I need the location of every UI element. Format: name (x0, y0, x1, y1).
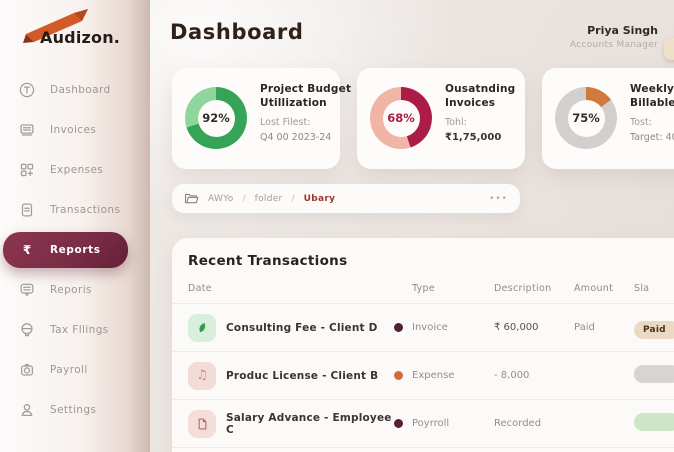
transaction-description: ₹ 60,000 (494, 322, 539, 333)
app-logo: Audizon. (12, 6, 132, 50)
camera-icon (20, 364, 34, 376)
sidebar-item-invoices[interactable]: Invoices (0, 110, 150, 150)
leaf-icon (188, 313, 216, 342)
kpi-subtitle: Tost: (630, 117, 652, 129)
sidebar-item-reporis[interactable]: Reporis (0, 270, 150, 310)
breadcrumb-separator: / (291, 193, 295, 204)
music-note-icon: ♫ (188, 361, 216, 390)
transaction-name: Consulting Fee - Client D (226, 321, 378, 334)
tax-badge-icon (21, 323, 33, 337)
folder-icon (184, 193, 199, 204)
sidebar: Audizon. Dashboard Invoices Expenses (0, 0, 150, 452)
kpi-subtitle: Tohl: (445, 117, 467, 129)
sidebar-item-transactions[interactable]: Transactions (0, 190, 150, 230)
sidebar-item-label: Reporis (50, 284, 92, 296)
table-row[interactable]: Consulting Fee - Client D Invoice ₹ 60,0… (172, 303, 674, 351)
kpi-title: Weekly Bi Billable H (630, 83, 674, 110)
more-options-icon[interactable]: ••• (489, 193, 508, 204)
sidebar-item-label: Tax Fllings (50, 324, 109, 336)
breadcrumb-separator: / (242, 193, 246, 204)
document-icon (21, 203, 33, 217)
user-icon (21, 403, 33, 417)
column-header-amount: Amount (574, 282, 614, 294)
table-row[interactable]: Salary Advance - Employee C Poyrroll Rec… (172, 399, 674, 447)
transaction-name: Produc License - Client B (226, 369, 379, 382)
sidebar-item-label: Expenses (50, 164, 104, 176)
sidebar-menu: Dashboard Invoices Expenses Transactions (0, 70, 150, 430)
transaction-type: Poyrroll (412, 418, 450, 429)
billable-donut-chart: 75% (555, 87, 617, 149)
file-icon (188, 409, 216, 438)
sidebar-item-tax-filings[interactable]: Tax Fllings (0, 310, 150, 350)
breadcrumb-item[interactable]: AWYo (208, 193, 234, 204)
status-badge (634, 412, 674, 431)
transactions-title: Recent Transactions (188, 253, 348, 269)
transaction-name: Salary Advance - Employee C (226, 411, 392, 436)
sidebar-item-reports[interactable]: ₹ Reports (3, 232, 128, 268)
kpi-card-budget: 92% Project Budget Utillization Lost Fil… (172, 68, 351, 169)
page-title: Dashboard (170, 20, 304, 44)
kpi-subtitle: Lost Filest: (260, 117, 311, 129)
kpi-card-invoices: 68% Ousatnding Invoices Tohl: ₹1,75,000 (357, 68, 525, 169)
sidebar-item-label: Invoices (50, 124, 97, 136)
column-header-status: Sla (634, 282, 650, 294)
status-badge (634, 364, 674, 383)
user-info: Priya Singh Accounts Manager (570, 24, 658, 50)
column-header-type: Type (412, 282, 436, 294)
sidebar-item-label: Settings (50, 404, 97, 416)
user-role: Accounts Manager (569, 40, 658, 50)
breadcrumb-item[interactable]: folder (254, 193, 283, 204)
sidebar-item-label: Dashboard (50, 84, 111, 96)
breadcrumb: AWYo / folder / Ubary ••• (172, 184, 520, 213)
sidebar-item-label: Reports (50, 244, 101, 256)
table-row[interactable]: ♫ Produc License - Client B Expense - 8,… (172, 351, 674, 399)
type-dot (394, 323, 403, 332)
gauge-icon (19, 82, 35, 98)
invoice-icon (20, 124, 34, 136)
budget-donut-value: 92% (197, 99, 235, 137)
invoices-donut-chart: 68% (370, 87, 432, 149)
logo-text: Audizon. (40, 28, 121, 47)
sidebar-item-expenses[interactable]: Expenses (0, 150, 150, 190)
table-row-partial (172, 447, 674, 452)
transaction-description: Recorded (494, 418, 542, 429)
sidebar-item-label: Transactions (50, 204, 121, 216)
rupee-icon: ₹ (22, 243, 32, 257)
chat-icon (20, 283, 34, 297)
recent-transactions-card: Recent Transactions Date Type Descriptio… (172, 238, 674, 452)
transaction-description: - 8,000 (494, 370, 530, 381)
status-badge: Paid (634, 320, 674, 339)
expense-icon (20, 163, 34, 177)
avatar[interactable] (664, 38, 674, 60)
sidebar-item-payroll[interactable]: Payroll (0, 350, 150, 390)
kpi-value: ₹1,75,000 (445, 132, 502, 144)
user-name: Priya Singh (587, 24, 658, 37)
column-header-date: Date (188, 282, 212, 294)
kpi-value: Target: 40 H (630, 132, 674, 144)
sidebar-item-settings[interactable]: Settings (0, 390, 150, 430)
kpi-value: Q4 00 2023-24 (260, 132, 332, 144)
kpi-title: Project Budget Utillization (260, 83, 352, 110)
sidebar-item-dashboard[interactable]: Dashboard (0, 70, 150, 110)
type-dot (394, 419, 403, 428)
breadcrumb-item-current[interactable]: Ubary (303, 193, 336, 204)
type-dot (394, 371, 403, 380)
invoices-donut-value: 68% (382, 99, 420, 137)
kpi-card-billable-hours: 75% Weekly Bi Billable H Tost: Target: 4… (542, 68, 674, 169)
logo-ribbon-icon (23, 9, 88, 43)
transactions-header-row: Date Type Description Amount Sla (172, 273, 674, 303)
transaction-amount: Paid (574, 322, 595, 333)
kpi-title: Ousatnding Invoices (445, 83, 516, 110)
billable-donut-value: 75% (567, 99, 605, 137)
sidebar-item-label: Payroll (50, 364, 88, 376)
column-header-description: Description (494, 282, 552, 294)
transaction-type: Expense (412, 370, 455, 381)
budget-donut-chart: 92% (185, 87, 247, 149)
transaction-type: Invoice (412, 322, 448, 333)
